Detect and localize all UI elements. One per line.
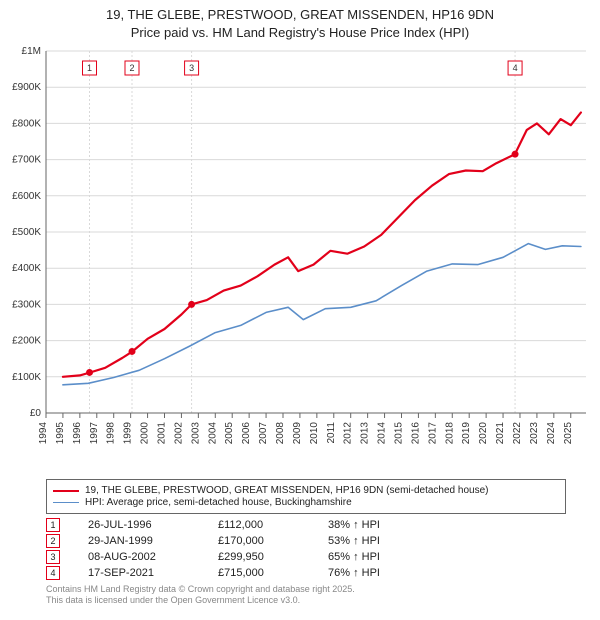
- sale-date: 08-AUG-2002: [88, 551, 218, 563]
- x-tick-label: 1997: [89, 422, 100, 445]
- legend-label: HPI: Average price, semi-detached house,…: [85, 497, 352, 508]
- sale-hpi: 76% ↑ HPI: [328, 567, 380, 579]
- x-tick-label: 2020: [478, 422, 489, 445]
- legend-row: 19, THE GLEBE, PRESTWOOD, GREAT MISSENDE…: [53, 485, 559, 496]
- sale-dot: [86, 369, 93, 376]
- x-tick-label: 2000: [140, 422, 151, 445]
- sales-row: 3 08-AUG-2002£299,95065% ↑ HPI: [46, 550, 566, 564]
- y-tick-label: £900K: [12, 82, 41, 93]
- sale-price: £715,000: [218, 567, 328, 579]
- sale-price: £170,000: [218, 535, 328, 547]
- sales-row: 1 26-JUL-1996£112,00038% ↑ HPI: [46, 518, 566, 532]
- sales-table: 1 26-JUL-1996£112,00038% ↑ HPI 2 29-JAN-199…: [46, 518, 566, 580]
- legend-swatch: [53, 490, 79, 492]
- x-tick-label: 2010: [309, 422, 320, 445]
- x-tick-label: 1996: [72, 422, 83, 445]
- footer-line-2: This data is licensed under the Open Gov…: [46, 595, 566, 606]
- y-tick-label: £600K: [12, 191, 41, 202]
- x-tick-label: 1999: [123, 422, 134, 445]
- x-tick-label: 2009: [292, 422, 303, 445]
- legend-swatch: [53, 502, 79, 503]
- sale-hpi: 38% ↑ HPI: [328, 519, 380, 531]
- chart-area: £0 £100K £200K £300K £400K £500K £600K £700K £80…: [0, 43, 600, 473]
- x-tick-label: 2002: [173, 422, 184, 445]
- x-tick-label: 2023: [529, 422, 540, 445]
- sale-marker-icon: 4: [46, 566, 60, 580]
- y-tick-label: £200K: [12, 336, 41, 347]
- y-tick-label: £400K: [12, 263, 41, 274]
- sale-marker-label: 4: [513, 63, 518, 73]
- sale-hpi: 65% ↑ HPI: [328, 551, 380, 563]
- sale-marker-icon: 1: [46, 518, 60, 532]
- chart-svg: £0 £100K £200K £300K £400K £500K £600K £700K £80…: [0, 43, 600, 473]
- x-tick-label: 1994: [38, 422, 49, 445]
- x-tick-label: 2018: [444, 422, 455, 445]
- chart-container: 19, THE GLEBE, PRESTWOOD, GREAT MISSENDE…: [0, 0, 600, 620]
- x-tick-label: 2016: [410, 422, 421, 445]
- sale-date: 26-JUL-1996: [88, 519, 218, 531]
- sale-dot: [188, 301, 195, 308]
- x-tick-label: 2021: [495, 422, 506, 445]
- sale-marker-label: 1: [87, 63, 92, 73]
- legend-row: HPI: Average price, semi-detached house,…: [53, 497, 559, 508]
- sales-row: 2 29-JAN-1999£170,00053% ↑ HPI: [46, 534, 566, 548]
- x-tick-label: 1998: [106, 422, 117, 445]
- sale-hpi: 53% ↑ HPI: [328, 535, 380, 547]
- legend: 19, THE GLEBE, PRESTWOOD, GREAT MISSENDE…: [46, 479, 566, 514]
- x-tick-label: 2013: [360, 422, 371, 445]
- y-tick-label: £0: [30, 408, 42, 419]
- sale-dot: [512, 151, 519, 158]
- y-tick-label: £700K: [12, 155, 41, 166]
- sale-price: £299,950: [218, 551, 328, 563]
- x-tick-label: 2025: [563, 422, 574, 445]
- x-tick-label: 1995: [55, 422, 66, 445]
- x-tick-label: 2019: [461, 422, 472, 445]
- x-tick-label: 2017: [427, 422, 438, 445]
- sale-price: £112,000: [218, 519, 328, 531]
- x-tick-label: 2007: [258, 422, 269, 445]
- title-block: 19, THE GLEBE, PRESTWOOD, GREAT MISSENDE…: [0, 0, 600, 43]
- x-tick-label: 2001: [156, 422, 167, 445]
- sale-marker-icon: 2: [46, 534, 60, 548]
- y-tick-label: £1M: [22, 46, 41, 57]
- legend-label: 19, THE GLEBE, PRESTWOOD, GREAT MISSENDE…: [85, 485, 488, 496]
- sale-dot: [128, 348, 135, 355]
- x-tick-label: 2003: [190, 422, 201, 445]
- x-tick-label: 2015: [393, 422, 404, 445]
- y-tick-label: £800K: [12, 118, 41, 129]
- footer-note: Contains HM Land Registry data © Crown c…: [46, 584, 566, 607]
- y-tick-label: £500K: [12, 227, 41, 238]
- x-tick-label: 2012: [343, 422, 354, 445]
- x-tick-label: 2008: [275, 422, 286, 445]
- title-line-2: Price paid vs. HM Land Registry's House …: [10, 24, 590, 42]
- sale-date: 17-SEP-2021: [88, 567, 218, 579]
- sale-date: 29-JAN-1999: [88, 535, 218, 547]
- sale-marker-label: 2: [129, 63, 134, 73]
- x-tick-label: 2006: [241, 422, 252, 445]
- y-tick-label: £100K: [12, 372, 41, 383]
- x-tick-label: 2022: [512, 422, 523, 445]
- x-tick-label: 2014: [377, 422, 388, 445]
- footer-line-1: Contains HM Land Registry data © Crown c…: [46, 584, 566, 595]
- x-tick-label: 2024: [546, 422, 557, 445]
- sale-marker-icon: 3: [46, 550, 60, 564]
- x-tick-label: 2011: [326, 422, 337, 444]
- sale-marker-label: 3: [189, 63, 194, 73]
- y-tick-label: £300K: [12, 299, 41, 310]
- x-tick-label: 2004: [207, 422, 218, 445]
- x-tick-label: 2005: [224, 422, 235, 445]
- sales-row: 4 17-SEP-2021£715,00076% ↑ HPI: [46, 566, 566, 580]
- title-line-1: 19, THE GLEBE, PRESTWOOD, GREAT MISSENDE…: [10, 6, 590, 24]
